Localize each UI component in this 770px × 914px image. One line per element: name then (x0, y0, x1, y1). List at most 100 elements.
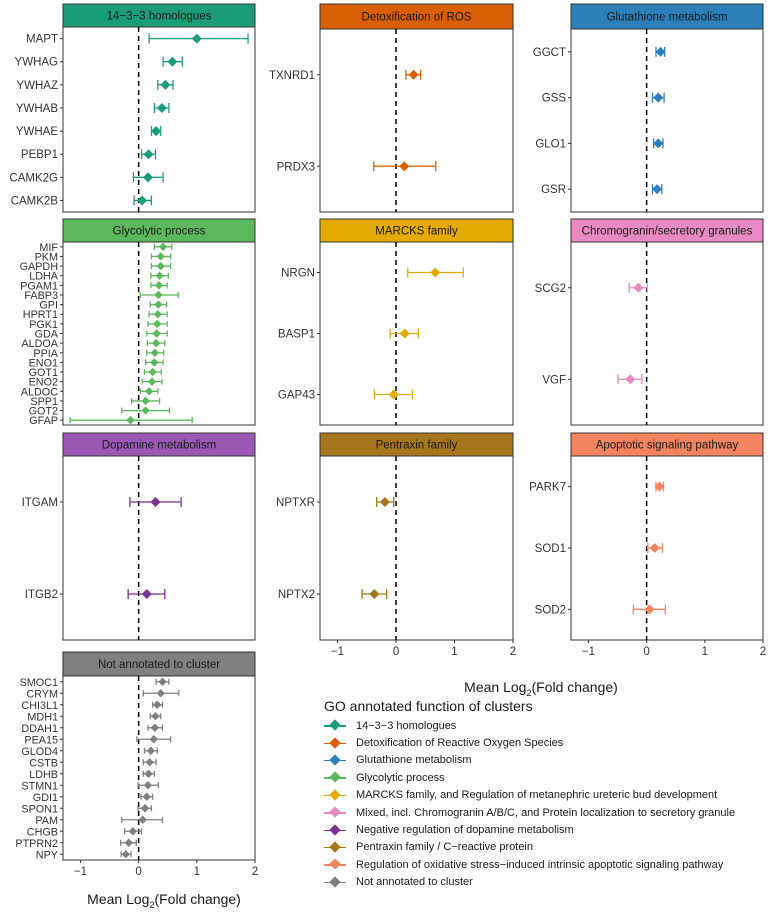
mean-point (151, 712, 160, 721)
legend-item: Pentraxin family / C−reactive protein (322, 839, 767, 856)
mean-point (140, 804, 150, 813)
gene-label: NPY (36, 849, 58, 861)
panel-2: Detoxification of ROS TXNRD1 PRDX3 (269, 3, 514, 213)
panel-10: Not annotated to cluster SMOC1CRYMCHI3L1M… (15, 651, 258, 878)
panel-1: 14−3−3 homologues MAPT YWHAG YWHAZ YWHAB YWHA… (9, 3, 256, 213)
gene-label: YWHAB (16, 103, 59, 115)
x-tick-label: 1 (702, 646, 708, 658)
x-tick-label: 0 (135, 866, 141, 878)
legend-item: MARCKS family, and Regulation of metanep… (322, 787, 767, 804)
gene-label: HPRT1 (23, 309, 58, 321)
legend: GO annotated function of clusters 14−3−3… (322, 698, 767, 891)
panel-header (62, 651, 256, 677)
mean-point (141, 406, 150, 415)
mean-point (158, 677, 167, 686)
mean-point (141, 396, 150, 406)
mean-point (399, 161, 410, 172)
legend-label: Glutathione metabolism (356, 754, 472, 767)
mean-point (156, 261, 165, 271)
gene-label: GGCT (533, 47, 566, 59)
mean-point (143, 781, 153, 790)
mean-point (625, 374, 636, 385)
legend-label: Mixed, incl. Chromogranin A/B/C, and Pro… (356, 806, 736, 819)
legend-item: Glycolytic process (322, 769, 767, 786)
gene-label: ENO2 (29, 377, 58, 389)
gene-label: SPP1 (30, 396, 58, 408)
legend-key-icon (322, 769, 348, 786)
gene-label: PEBP1 (21, 149, 58, 161)
mean-point (652, 184, 663, 195)
mean-point (649, 543, 660, 553)
mean-point (154, 300, 163, 309)
mean-point (156, 252, 165, 261)
panel-6: Chromogranin/secretory granules SCG2 VGF (535, 218, 764, 426)
panel-plot-area (62, 455, 256, 641)
mean-point (430, 267, 441, 278)
gene-label: GPI (39, 300, 58, 312)
mean-point (151, 126, 162, 137)
mean-point (148, 367, 157, 377)
mean-point (149, 735, 158, 744)
panel-plot-area (319, 455, 514, 641)
mean-point (152, 329, 161, 338)
gene-label: SOD1 (535, 543, 566, 555)
mean-point (654, 481, 665, 492)
x-tick-label: −1 (331, 646, 344, 658)
mean-point (143, 149, 154, 160)
gene-label: GLOD4 (21, 746, 58, 758)
gene-label: GOT1 (29, 367, 58, 379)
gene-label: VGF (542, 374, 566, 386)
panel-title: Detoxification of ROS (362, 12, 472, 24)
gene-label: YWHAZ (16, 80, 58, 92)
x-tick-label: 0 (393, 646, 399, 658)
gene-label: GDI1 (33, 792, 58, 804)
mean-point (147, 377, 157, 386)
gene-label: GDA (35, 329, 59, 341)
mean-point (144, 387, 154, 396)
legend-key-icon (322, 804, 348, 821)
mean-point (388, 389, 399, 400)
panel-title: 14−3−3 homologues (107, 11, 212, 23)
gene-label: ALDOC (21, 386, 58, 398)
panel-title: Glutathione metabolism (607, 12, 728, 24)
legend-label: Negative regulation of dopamine metaboli… (356, 824, 574, 837)
mean-point (156, 689, 165, 698)
legend-label: Not annotated to cluster (356, 876, 473, 889)
legend-key-icon (322, 735, 348, 752)
x-axis-title: Mean Log2(Fold change) (464, 679, 618, 698)
gene-label: GSS (542, 93, 567, 105)
gene-label: CSTB (29, 757, 58, 769)
gene-label: SMOC1 (20, 677, 58, 689)
gene-label: SPON1 (21, 803, 58, 815)
gene-label: NRGN (281, 268, 315, 280)
gene-label: CAMK2G (9, 172, 58, 184)
gene-label: PPIA (33, 348, 58, 360)
x-axis-title: Mean Log2(Fold change) (87, 891, 241, 910)
legend-key-icon (322, 717, 348, 734)
gene-label: ALDOA (21, 338, 58, 350)
x-tick-label: 2 (760, 646, 766, 658)
gene-label: TXNRD1 (269, 70, 315, 82)
legend-label: 14−3−3 homologues (356, 719, 457, 732)
panel-plot-area (570, 28, 764, 213)
legend-item: Negative regulation of dopamine metaboli… (322, 821, 767, 838)
mean-point (126, 415, 135, 425)
gene-label: GSR (541, 184, 566, 196)
panel-title: Dopamine metabolism (102, 440, 216, 452)
gene-label: GAP43 (278, 390, 315, 402)
legend-item: Detoxification of Reactive Oxygen Specie… (322, 734, 767, 751)
mean-point (153, 319, 162, 329)
gene-label: GFAP (29, 415, 58, 427)
mean-point (191, 33, 202, 44)
panel-plot-area (570, 241, 764, 426)
gene-label: GAPDH (20, 261, 58, 273)
mean-point (128, 827, 138, 836)
mean-point (124, 838, 133, 847)
x-tick-label: 1 (194, 866, 200, 878)
gene-label: CHGB (27, 826, 58, 838)
gene-label: PARK7 (529, 482, 566, 494)
legend-label: MARCKS family, and Regulation of metanep… (356, 789, 718, 802)
legend-title: GO annotated function of clusters (324, 698, 533, 714)
panel-plot-area (570, 455, 764, 641)
